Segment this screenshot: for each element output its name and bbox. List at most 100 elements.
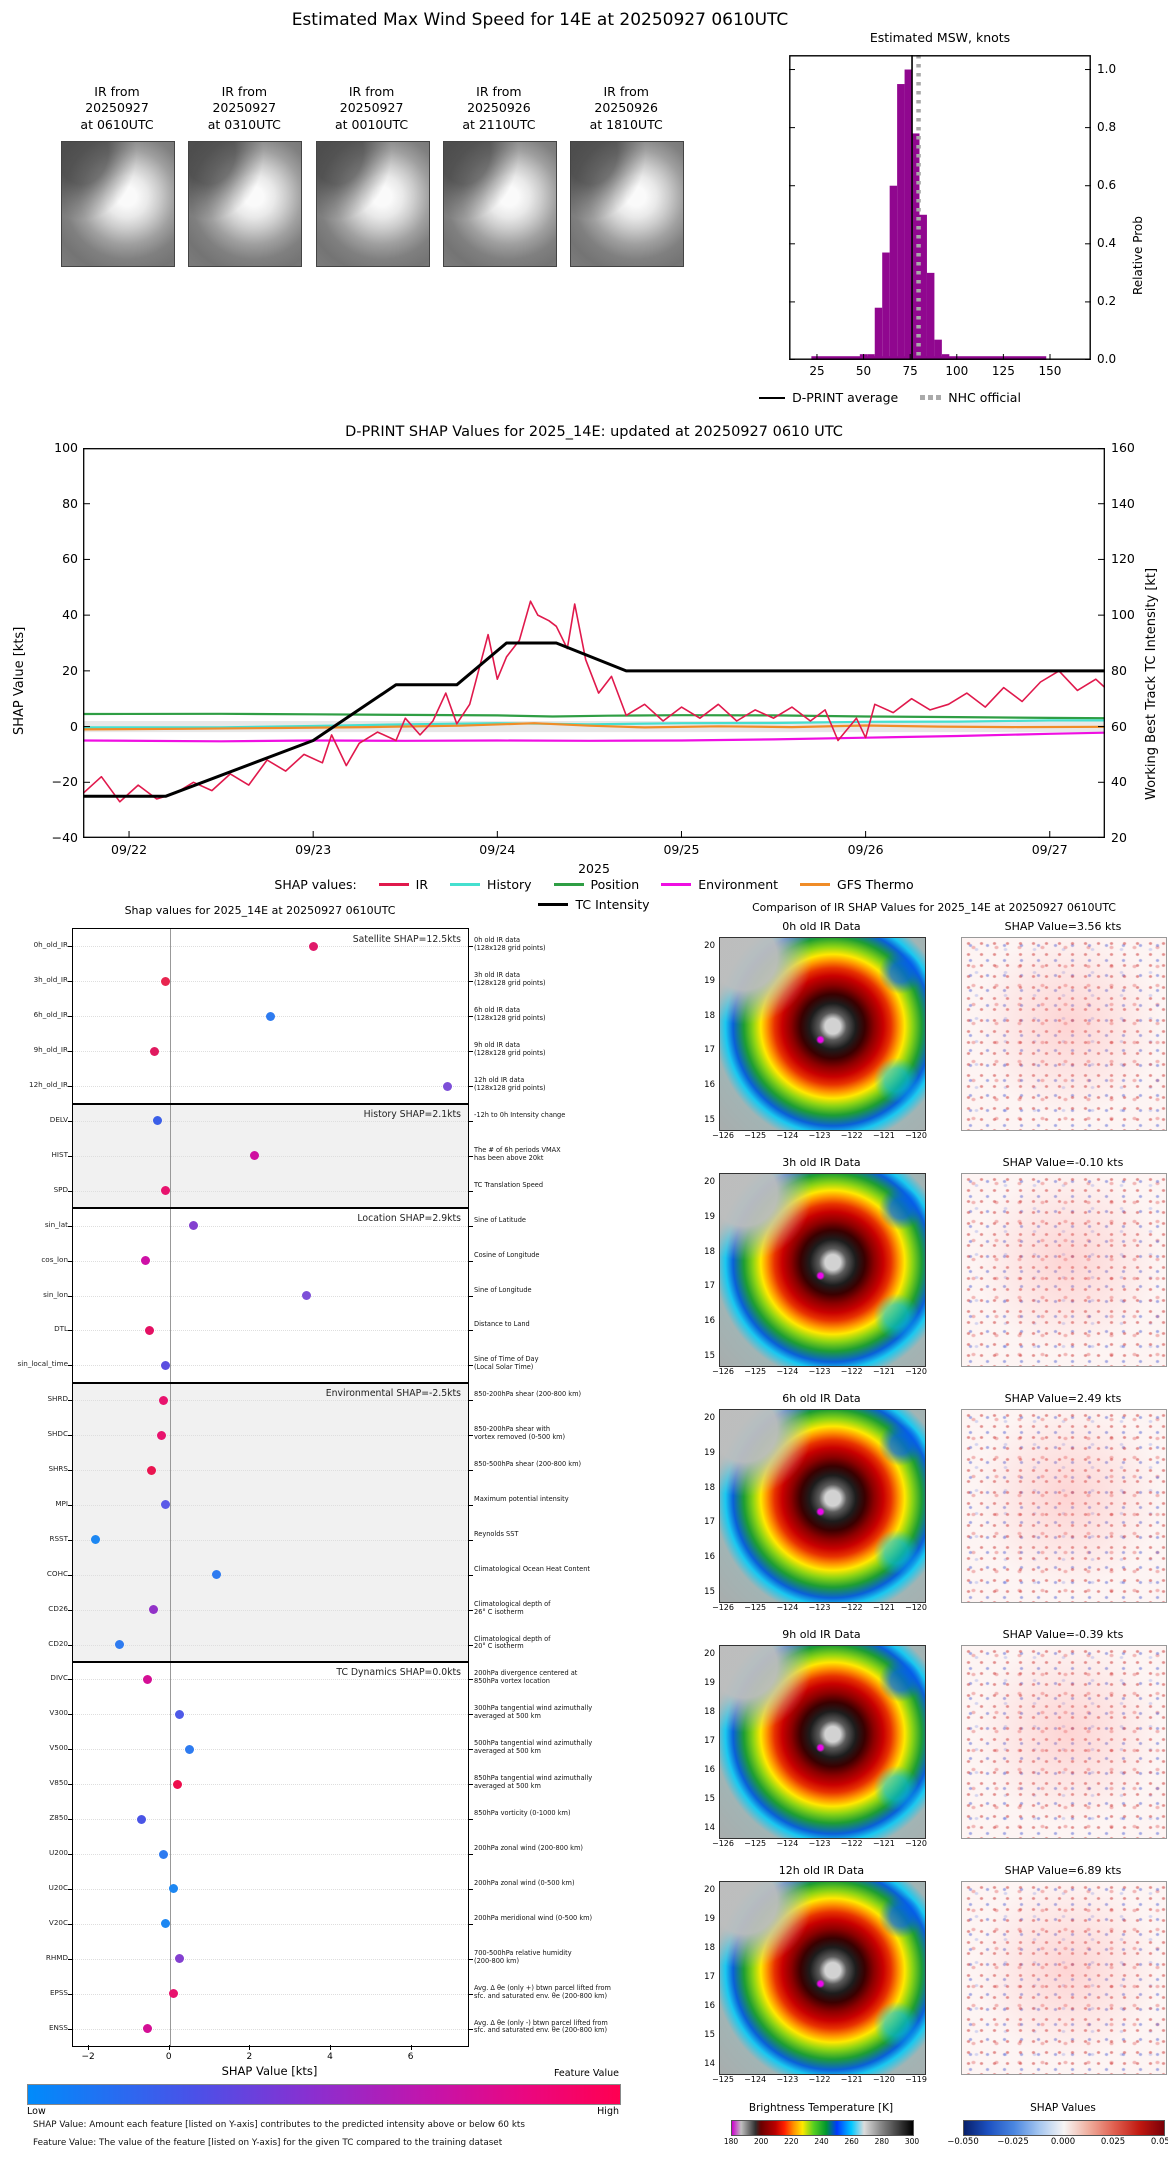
ir-map-title: 9h old IR Data xyxy=(782,1628,861,1641)
feature-desc-SHRS: 850-500hPa shear (200-800 km) xyxy=(474,1460,582,1469)
feature-desc-SHRD: 850-200hPa shear (200-800 km) xyxy=(474,1390,582,1399)
ir-map-xtick: −125 xyxy=(744,1131,767,1140)
feature-label-ENSS: ENSS xyxy=(48,2022,68,2032)
ir-map-ytick: 16 xyxy=(704,2001,715,2011)
histogram-ytick-label: 0.0 xyxy=(1097,352,1117,366)
timeseries-ytick-left: −40 xyxy=(51,830,78,845)
feature-label-V500: V500 xyxy=(49,1743,68,1753)
series-environment xyxy=(82,731,1106,743)
axis-tick-left xyxy=(68,1365,73,1367)
ir-map-xtick: −125 xyxy=(744,1367,767,1376)
row-gridline xyxy=(73,981,468,983)
axis-tick-right xyxy=(468,1679,473,1681)
ir-map-ytick: 20 xyxy=(704,1649,715,1659)
legend-label: TC Intensity xyxy=(575,897,650,912)
axis-tick-right xyxy=(468,1435,473,1437)
shap-dot-SHRD xyxy=(159,1395,169,1405)
histogram-xtick-label: 100 xyxy=(945,364,969,378)
axis-tick-left xyxy=(68,981,73,983)
feature-label-DELV: DELV xyxy=(49,1114,68,1124)
row-gridline xyxy=(73,1644,468,1646)
ir-map-0 xyxy=(719,937,926,1131)
ir-thumbnail-image xyxy=(188,141,303,267)
axis-tick-left xyxy=(68,1923,73,1925)
axis-tick-right xyxy=(468,1574,473,1576)
dotplot-xtick-label: 6 xyxy=(407,2052,414,2062)
footnote-shap-value: SHAP Value: Amount each feature [listed … xyxy=(33,2120,525,2130)
axis-tick-right xyxy=(468,1888,473,1890)
bt-colorbar-tick: 220 xyxy=(784,2137,799,2146)
histogram-bar xyxy=(882,252,890,360)
ir-map-ytick: 18 xyxy=(704,1010,715,1021)
feature-desc-SHDC: 850-200hPa shear with vortex removed (0-… xyxy=(474,1425,566,1442)
ir-map-xtick: −121 xyxy=(872,1603,895,1612)
histogram-bar xyxy=(941,354,950,360)
feature-desc-V300: 300hPa tangential wind azimuthally avera… xyxy=(474,1704,593,1721)
row-gridline xyxy=(73,1888,468,1890)
ir-map-ytick: 15 xyxy=(704,2030,715,2040)
feature-label-CD20: CD20 xyxy=(48,1638,68,1648)
row-gridline xyxy=(73,1120,468,1122)
histogram-bar xyxy=(919,214,927,360)
ir-map-ytick: 17 xyxy=(704,1281,715,1292)
ir-map-xtick: −125 xyxy=(744,1603,767,1612)
ir-thumbnail-strip: IR from 20250927 at 0610UTC IR from 20250… xyxy=(0,0,760,300)
ir-map-xtick: −120 xyxy=(905,1603,927,1612)
page-title: Estimated Max Wind Speed for 14E at 2025… xyxy=(291,10,789,30)
ir-map-xtick: −124 xyxy=(776,1131,799,1140)
row-gridline xyxy=(73,1539,468,1541)
feature-desc-cos_lon: Cosine of Longitude xyxy=(474,1250,540,1259)
group-separator xyxy=(73,1661,468,1664)
axis-tick-right xyxy=(468,1120,473,1122)
feature-desc-DTL: Distance to Land xyxy=(474,1320,530,1329)
axis-tick-left xyxy=(68,1155,73,1157)
group-header: Location SHAP=2.9kts xyxy=(357,1213,461,1225)
axis-tick-right xyxy=(468,1016,473,1018)
ir-map-xtick: −126 xyxy=(712,1603,734,1612)
shap-dot-SHDC xyxy=(157,1430,167,1440)
legend-item-nhc-official: NHC official xyxy=(920,390,1021,405)
ir-map-ytick: 20 xyxy=(704,1885,715,1895)
dotplot-xtick-label: 2 xyxy=(246,2052,253,2062)
ir-thumbnail-caption: IR from 20250926 at 2110UTC xyxy=(462,84,536,132)
shap-dot-CD26 xyxy=(149,1605,159,1615)
shap-dot-V300 xyxy=(175,1709,185,1719)
ir-map-ytick: 16 xyxy=(704,1316,715,1327)
axis-tick-right xyxy=(468,1644,473,1646)
row-gridline xyxy=(73,1365,468,1367)
axis-tick-right xyxy=(468,1923,473,1925)
feature-label-RHMD: RHMD xyxy=(45,1952,68,1962)
axis-tick-right xyxy=(468,1958,473,1960)
feature-desc-0h_old_IR: 0h old IR data (128x128 grid points) xyxy=(474,936,546,953)
shap-map-title: SHAP Value=3.56 kts xyxy=(1004,920,1122,933)
legend-item-environment: Environment xyxy=(661,877,778,892)
shap-dot-3h_old_IR xyxy=(161,976,171,986)
feature-label-9h_old_IR: 9h_old_IR xyxy=(33,1045,68,1055)
shap-dot-RSST xyxy=(90,1535,100,1545)
ir-map-xtick: −122 xyxy=(840,1839,863,1848)
ir-map-1 xyxy=(719,1173,926,1367)
histogram-bar xyxy=(867,354,875,360)
dotplot-xtick-mark xyxy=(249,2045,251,2050)
shap-map-title: SHAP Value=2.49 kts xyxy=(1004,1392,1122,1405)
shap-colorbar-label: SHAP Values xyxy=(1030,2102,1096,2114)
group-header: Satellite SHAP=12.5kts xyxy=(352,934,461,945)
histogram-bar xyxy=(889,185,898,360)
row-gridline xyxy=(73,1679,468,1681)
row-gridline xyxy=(73,1784,468,1786)
feature-desc-ENSS: Avg. Δ θe (only -) btwn parcel lifted fr… xyxy=(474,2018,608,2035)
ir-map-title: 12h old IR Data xyxy=(778,1864,865,1877)
axis-tick-right xyxy=(468,1190,473,1192)
shap-dot-sin_lat xyxy=(189,1221,199,1231)
msw-histogram-plot xyxy=(789,55,1091,361)
timeseries-ytick-right: 80 xyxy=(1111,662,1127,678)
axis-tick-right xyxy=(468,1365,473,1367)
shap-dot-sin_local_time xyxy=(161,1360,171,1370)
dotplot-xtick-mark xyxy=(410,2045,412,2050)
histogram-ytick-label: 0.6 xyxy=(1097,177,1117,192)
ir-map-ytick: 20 xyxy=(704,941,715,951)
axis-tick-right xyxy=(468,1819,473,1821)
axis-tick-right xyxy=(468,1714,473,1716)
ir-map-xtick: −123 xyxy=(808,1131,831,1140)
histogram-bar xyxy=(934,339,942,360)
